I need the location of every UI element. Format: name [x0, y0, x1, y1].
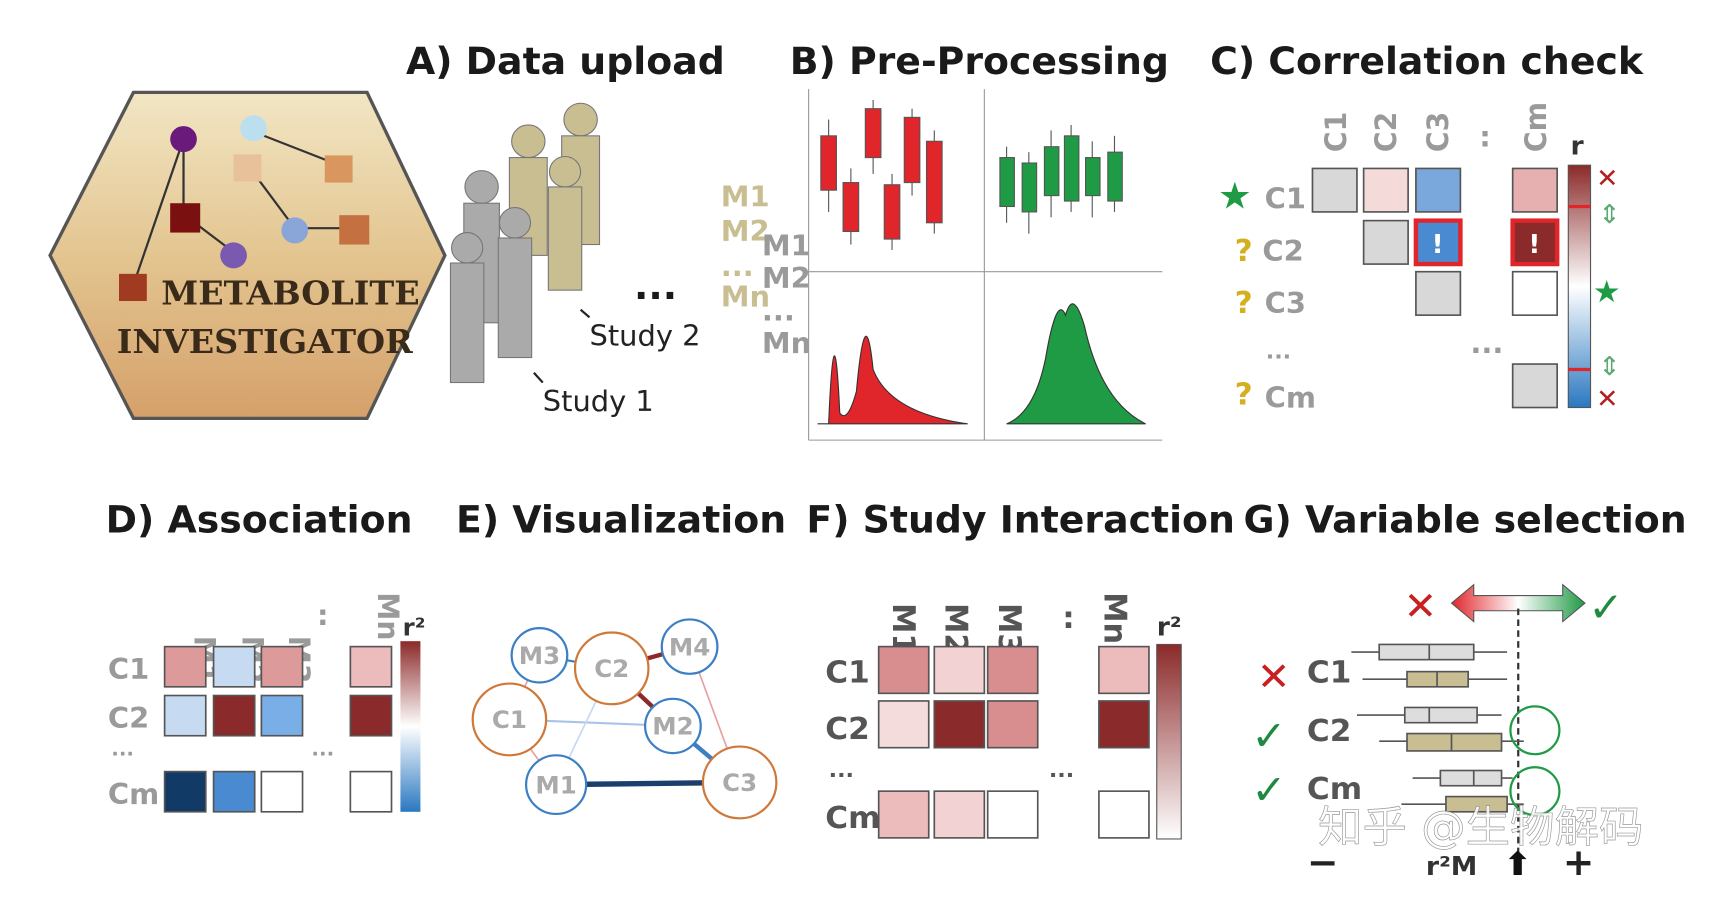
- metabolite-investigator-logo: METABOLITE INVESTIGATOR: [48, 90, 447, 421]
- preprocess-labels: M1 M2 ... Mn M1 M2 ... Mn: [721, 180, 812, 360]
- x-icon: ✕: [1596, 164, 1618, 194]
- row-c1: C1: [108, 653, 149, 687]
- col-ellipsis: :: [1062, 600, 1074, 636]
- row-cm: Cm: [825, 800, 880, 836]
- label-ellipsis: ...: [721, 249, 754, 283]
- study-interaction-matrix: M1 M2 M3 : Mn C1 C2 ... Cm ... r²: [825, 592, 1182, 840]
- r-colorbar: [1567, 164, 1592, 409]
- preprocessing-plots: [808, 89, 1163, 441]
- row-cm: Cm: [1265, 381, 1316, 415]
- col-cm: Cm: [1519, 102, 1553, 152]
- node-c3: [701, 745, 778, 820]
- node-label: M3: [519, 642, 560, 670]
- r2-label: r²: [403, 614, 426, 642]
- node-label: M1: [535, 772, 576, 800]
- r2-colorbar: [400, 641, 421, 812]
- axis-label: r²M: [1426, 852, 1477, 882]
- axis-minus: −: [1307, 840, 1339, 883]
- node-c2: [573, 631, 650, 706]
- col-c1: C1: [1319, 112, 1353, 152]
- col-c2: C2: [1369, 112, 1403, 152]
- accept-icon: ✓: [1588, 583, 1623, 631]
- col-c3: C3: [1421, 112, 1455, 152]
- network-graph: M3 C2 M4 C1 M2 M1 C3: [471, 618, 778, 820]
- label2-m1: M1: [762, 229, 811, 263]
- accept-icon: ✓: [1251, 711, 1286, 759]
- node-m4: [660, 618, 719, 675]
- axis-plus: +: [1563, 840, 1595, 883]
- node-m1: [524, 754, 588, 816]
- row-cm: Cm: [1307, 771, 1362, 807]
- row-c1: C1: [1307, 655, 1352, 691]
- row-cm: Cm: [108, 778, 159, 812]
- node-label: C1: [492, 706, 527, 734]
- row-c2: C2: [1307, 713, 1352, 749]
- label-m1: M1: [721, 180, 770, 214]
- watermark: 知乎 @生物解码: [1318, 803, 1643, 853]
- row-c1: C1: [825, 655, 870, 691]
- double-arrow-icon: ⇕: [1598, 200, 1620, 230]
- node-label: M4: [669, 634, 710, 662]
- reject-icon: ✕: [1257, 655, 1291, 700]
- double-arrow-icon: ⇕: [1598, 352, 1620, 382]
- star-icon: ★: [1218, 174, 1252, 217]
- panel-e-title: E) Visualization: [456, 498, 786, 541]
- panel-a-title: A) Data upload: [406, 39, 725, 82]
- mid-ellipsis: ...: [1470, 327, 1503, 361]
- row-c3: C3: [1265, 286, 1306, 320]
- row-c2: C2: [108, 701, 149, 735]
- row-c1: C1: [1265, 182, 1306, 216]
- col-mn: Mn: [371, 592, 405, 640]
- alert-icon: !: [1528, 230, 1540, 260]
- node-m3: [510, 627, 569, 684]
- study-1-label: Study 1: [543, 384, 654, 418]
- panel-f-title: F) Study Interaction: [806, 498, 1235, 541]
- association-matrix: M1 M2 M3 : Mn C1 C2 ... Cm ... r²: [108, 592, 426, 813]
- alert-icon: !: [1431, 230, 1443, 260]
- question-icon: ?: [1235, 285, 1253, 321]
- study-2-label: Study 2: [589, 319, 700, 353]
- row-ellipsis: ...: [1266, 340, 1291, 365]
- mid-ellipsis: ...: [1049, 758, 1074, 783]
- col-mn: Mn: [1096, 592, 1132, 644]
- row-ellipsis: ...: [829, 758, 854, 783]
- question-icon: ?: [1235, 233, 1253, 269]
- panel-c-title: C) Correlation check: [1210, 39, 1644, 82]
- logo-line1: METABOLITE: [161, 274, 419, 313]
- node-label: M2: [652, 713, 693, 741]
- row-c2: C2: [1262, 234, 1303, 268]
- reject-icon: ✕: [1404, 584, 1438, 629]
- col-ellipsis: :: [317, 598, 329, 632]
- r2-colorbar: [1156, 643, 1182, 840]
- label2-ellipsis: ...: [762, 294, 795, 328]
- label-m2: M2: [721, 215, 770, 249]
- accept-icon: ✓: [1251, 766, 1286, 814]
- label2-mn: Mn: [762, 327, 811, 361]
- label-mn: Mn: [721, 280, 770, 314]
- variable-selection: ✕ ✓ ✕ ✓ ✓ C1 C2 Cm − r²M ⬆ +: [1251, 583, 1623, 884]
- people-icons: [449, 102, 601, 384]
- r-label: r: [1571, 132, 1584, 162]
- more-studies-ellipsis: ...: [634, 264, 677, 307]
- row-ellipsis: ...: [111, 737, 134, 760]
- mid-ellipsis: ...: [311, 737, 334, 760]
- panel-g-title: G) Variable selection: [1244, 498, 1687, 541]
- r2-label: r²: [1157, 613, 1182, 643]
- correlation-matrix: C1 C2 C3 : Cm ! ! ... r ✕ ✕ ⇕ ⇕ ★ ★ ? ? …: [1218, 102, 1621, 414]
- node-label: C3: [722, 769, 757, 797]
- node-label: C2: [594, 655, 629, 683]
- col-ellipsis: :: [1479, 120, 1491, 154]
- row-c2: C2: [825, 711, 870, 747]
- star-icon: ★: [1593, 274, 1621, 310]
- label2-m2: M2: [762, 261, 811, 295]
- panel-b-title: B) Pre-Processing: [790, 39, 1169, 82]
- logo-line2: INVESTIGATOR: [117, 323, 414, 362]
- node-m2: [643, 697, 702, 755]
- node-c1: [471, 682, 548, 757]
- up-arrow-icon: ⬆: [1504, 844, 1532, 883]
- panel-d-title: D) Association: [106, 498, 413, 541]
- x-icon: ✕: [1596, 385, 1618, 415]
- question-icon: ?: [1235, 377, 1253, 413]
